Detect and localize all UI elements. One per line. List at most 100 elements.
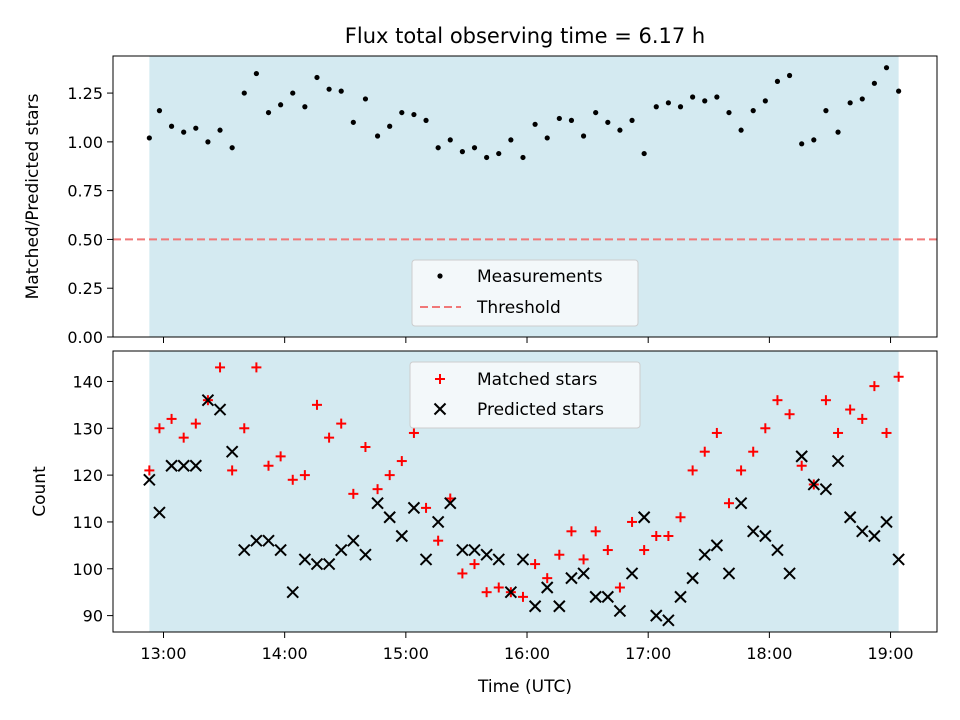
- matched-star-point: [457, 568, 468, 579]
- matched-star-point: [614, 582, 625, 593]
- legend-predicted-label: Predicted stars: [477, 400, 604, 420]
- measurement-point: [629, 117, 635, 123]
- predicted-star-point: [153, 506, 166, 519]
- predicted-star-point: [601, 590, 615, 604]
- predicted-star-point: [468, 543, 481, 557]
- predicted-star-point: [444, 497, 457, 510]
- matched-star-point: [481, 587, 492, 598]
- measurement-point: [556, 115, 562, 122]
- matched-star-point: [336, 418, 347, 429]
- measurement-point: [193, 125, 199, 131]
- measurement-point: [253, 70, 259, 77]
- predicted-star-point: [274, 543, 287, 557]
- predicted-star-point: [892, 553, 905, 566]
- measurement-point: [690, 94, 696, 100]
- count-x-ticks: 13:00 14:00 15:00 16:00 17:00 18:00 19:00: [140, 632, 914, 663]
- predicted-star-point: [783, 567, 796, 580]
- predicted-star-point: [143, 473, 156, 486]
- predicted-star-point: [383, 511, 396, 524]
- matched-star-point: [554, 549, 565, 560]
- predicted-star-point: [674, 590, 687, 604]
- measurement-point: [653, 104, 659, 110]
- matched-star-point: [178, 432, 189, 443]
- matched-star-point: [687, 465, 698, 476]
- matched-star-point: [299, 470, 310, 481]
- measurement-point: [205, 139, 211, 145]
- matched-star-point: [215, 362, 226, 373]
- predicted-star-point: [843, 511, 857, 524]
- matched-star-point: [566, 526, 577, 537]
- matched-star-point: [760, 423, 771, 434]
- predicted-star-point: [565, 571, 578, 585]
- predicted-star-point: [238, 543, 251, 557]
- matched-star-point: [154, 423, 165, 434]
- predicted-star-point: [686, 571, 699, 585]
- matched-star-point: [784, 409, 795, 420]
- x-tick-label: 13:00: [140, 644, 186, 663]
- measurement-point: [181, 129, 187, 135]
- predicted-star-point: [589, 590, 602, 604]
- predicted-star-point: [868, 529, 881, 543]
- measurement-point: [714, 94, 720, 100]
- matched-star-point: [857, 413, 868, 424]
- measurement-point: [799, 141, 805, 147]
- measurement-point: [738, 127, 744, 133]
- measurement-point: [605, 119, 611, 125]
- legend-threshold-label: Threshold: [476, 298, 561, 318]
- measurements-series: [146, 65, 902, 161]
- measurement-point: [544, 135, 550, 141]
- predicted-star-point: [480, 548, 493, 561]
- legend-measurements-marker: [437, 273, 443, 279]
- measurement-point: [362, 96, 369, 102]
- predicted-star-point: [419, 553, 433, 566]
- predicted-star-point: [177, 459, 190, 472]
- y-tick-label: 0.75: [67, 182, 103, 201]
- measurement-point: [435, 145, 441, 151]
- predicted-star-point: [577, 567, 590, 580]
- matched-star-point: [663, 530, 674, 541]
- matched-star-point: [517, 591, 528, 602]
- matched-star-point: [144, 465, 155, 476]
- predicted-star-point: [553, 600, 566, 613]
- measurement-point: [314, 74, 320, 81]
- predicted-star-point: [698, 548, 711, 561]
- predicted-star-point: [213, 403, 227, 416]
- matched-star-point: [408, 427, 419, 438]
- measurement-point: [520, 154, 526, 161]
- matched-star-point: [820, 395, 831, 406]
- count-y-ticks: 90 100 110 120 130 140: [72, 372, 113, 626]
- matched-star-point: [421, 502, 432, 513]
- predicted-star-point: [722, 567, 736, 580]
- ratio-legend: Measurements Threshold: [411, 259, 639, 327]
- measurement-point: [762, 98, 768, 104]
- measurement-point: [338, 88, 344, 94]
- measurement-point: [326, 86, 332, 92]
- matched-star-point: [772, 395, 783, 406]
- y-tick-label: 0.25: [67, 279, 103, 298]
- matched-stars-series: [144, 362, 904, 602]
- measurement-point: [265, 109, 272, 116]
- matched-star-point: [311, 399, 322, 410]
- y-tick-label: 130: [72, 419, 103, 438]
- predicted-star-point: [771, 543, 784, 557]
- measurement-point: [665, 100, 671, 106]
- predicted-star-point: [625, 567, 639, 580]
- matched-star-point: [627, 516, 638, 527]
- predicted-star-point: [310, 557, 324, 571]
- measurement-point: [146, 135, 152, 141]
- count-panel: 90 100 110 120 130 140 13:00 14:00 15:00 16:00 17…: [30, 350, 938, 697]
- y-tick-label: 1.25: [67, 84, 103, 103]
- measurement-point: [471, 145, 478, 151]
- predicted-star-point: [456, 543, 469, 557]
- predicted-star-point: [516, 553, 530, 566]
- measurement-point: [290, 90, 296, 96]
- y-tick-label: 110: [72, 513, 103, 532]
- predicted-star-point: [710, 539, 724, 552]
- predicted-star-point: [528, 600, 542, 613]
- matched-star-point: [845, 404, 856, 415]
- measurement-point: [750, 108, 756, 114]
- predicted-star-point: [613, 604, 627, 618]
- y-tick-label: 100: [72, 560, 103, 579]
- measurement-point: [241, 90, 247, 96]
